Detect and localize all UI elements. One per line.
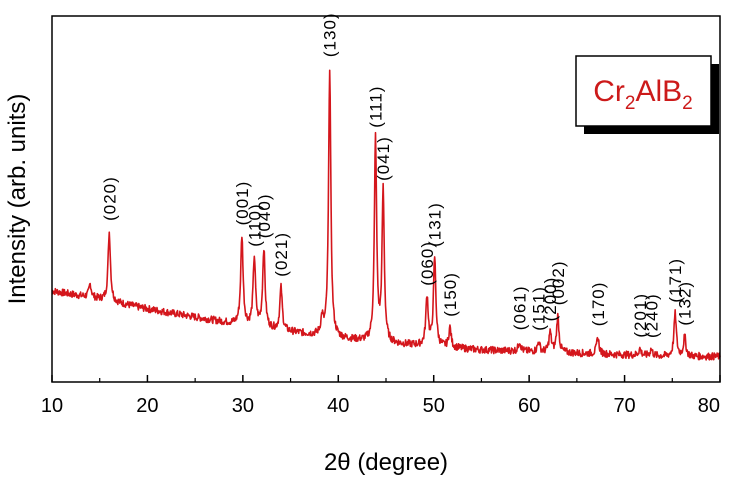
peak-label: (001) [233, 181, 252, 226]
peak-label: (171) [666, 258, 685, 303]
peak-label: (061) [511, 286, 530, 331]
peak-label-layer: (020) (001)(110)(040)(021) (130) (111) (041)… [100, 12, 694, 338]
peak-label: (200) [541, 277, 560, 322]
x-tick-label: 20 [136, 395, 158, 417]
x-tick-label: 60 [518, 395, 540, 417]
x-tick-label: 10 [41, 395, 63, 417]
peak-label: (040) [255, 194, 274, 239]
peak-label: (130) [321, 12, 340, 57]
peak-label: (041) [374, 136, 393, 181]
legend-sub2: 2 [682, 93, 693, 114]
y-axis-title: Intensity (arb. units) [4, 94, 31, 305]
x-tick-label: 40 [327, 395, 349, 417]
peak-label: (021) [272, 232, 291, 277]
xrd-pattern-line [51, 69, 721, 361]
x-tick-label: 30 [232, 395, 254, 417]
peak-label: (170) [589, 282, 608, 327]
legend-sub1: 2 [625, 93, 636, 114]
peak-label: (201) [631, 293, 650, 338]
peak-label: (240) [642, 293, 661, 338]
peak-label: (150) [441, 272, 460, 317]
peak-label: (110) [245, 203, 264, 246]
x-tick-label: 70 [613, 395, 635, 417]
peak-label: (131) [426, 202, 445, 247]
x-axis-title: 2θ (degree) [324, 449, 448, 476]
legend-base: Cr [593, 75, 625, 108]
legend-text: Cr2AlB2 [593, 75, 693, 114]
legend-mid: AlB [635, 75, 682, 108]
peak-label: (060) [418, 241, 437, 286]
x-tick-label: 80 [698, 395, 720, 417]
peak-label: (020) [100, 176, 119, 221]
peak-label: (002) [549, 261, 568, 306]
peak-label: (111) [367, 86, 386, 128]
curve-layer [51, 69, 721, 361]
peak-label: (151) [530, 286, 549, 331]
legend-box: Cr2AlB2 [575, 55, 719, 134]
x-axis-ticks: 10 20 30 40 50 60 70 80 [41, 375, 721, 417]
peak-label: (132) [676, 281, 695, 326]
x-tick-label: 50 [423, 395, 445, 417]
legend-panel [575, 55, 712, 127]
